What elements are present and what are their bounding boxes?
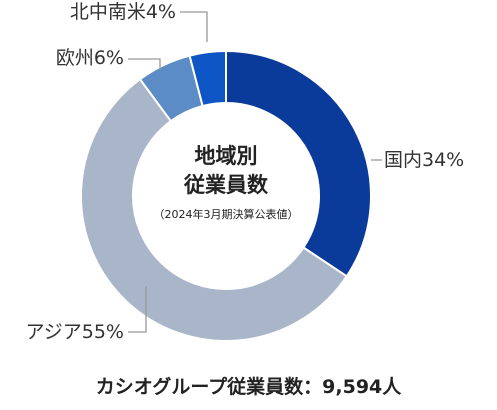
slice-label-americas: 北中南米4% <box>70 1 176 23</box>
slice-label-europe: 欧州6% <box>56 47 124 69</box>
chart-note: （2024年3月期決算公表値） <box>154 207 299 221</box>
slice-label-asia: アジア55% <box>26 321 124 343</box>
slice-label-domestic: 国内34% <box>384 149 464 171</box>
slice-asia <box>80 77 349 342</box>
group-employee-total: カシオグループ従業員数：9,594人 <box>95 376 402 398</box>
leader-line-europe <box>128 58 161 70</box>
slice-americas <box>188 49 227 108</box>
leader-line-asia <box>128 286 147 333</box>
chart-title: 地域別 <box>195 144 258 168</box>
leader-line-americas <box>180 11 208 42</box>
slice-labels: 国内34% アジア55% 欧州6% 北中南米4% <box>26 1 465 343</box>
donut-slices <box>80 49 372 342</box>
chart-subtitle: 従業員数 <box>183 173 269 197</box>
slice-domestic <box>225 49 372 278</box>
